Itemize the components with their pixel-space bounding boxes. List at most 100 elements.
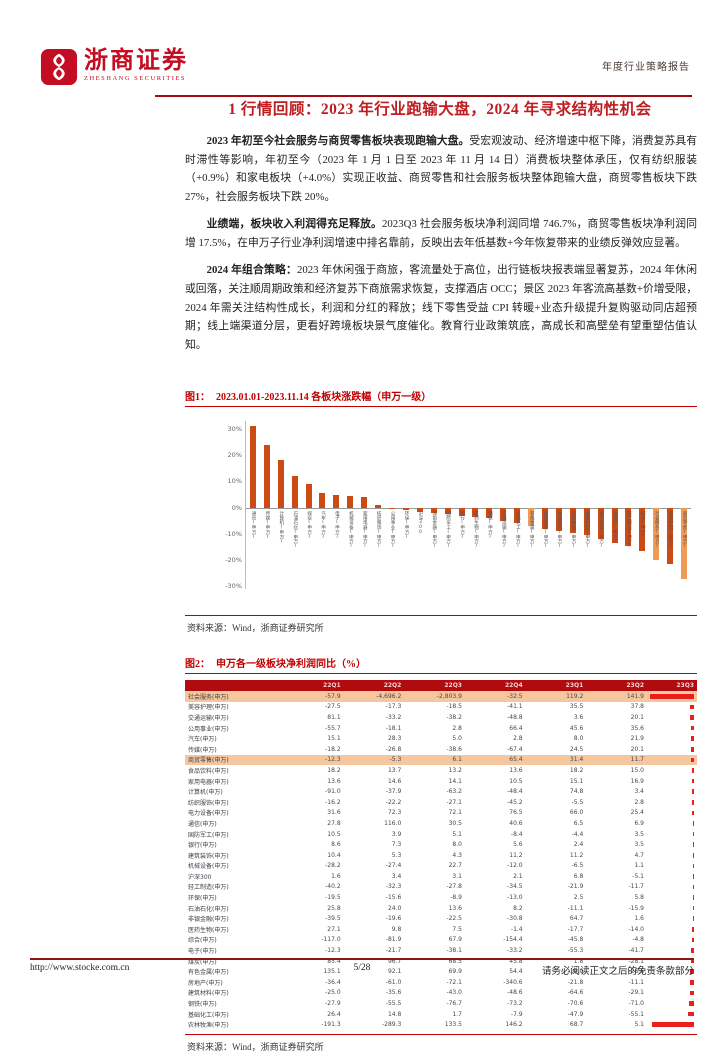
table-cell-value: -26.8 [385,745,402,753]
table-cell-value: -117.0 [321,936,341,944]
table-cell-value: 1.1 [634,862,644,870]
table-column-header: 22Q3 [404,680,465,691]
table-cell-value: -29.1 [628,989,644,997]
table-cell-value: 35.5 [569,703,584,711]
table-cell-value: 24.5 [569,745,584,753]
table-cell-value: -27.1 [446,798,462,806]
figure-1-caption: 图1： 2023.01.01-2023.11.14 各板块涨跌幅（申万一级） [185,388,697,407]
table-cell-value: 13.7 [387,766,402,774]
brand-logo: 浙商证券 ZHESHANG SECURITIES [40,48,188,86]
figure-1-chart: 30% 20% 10% 0% -10% -20% -30% 通信(申万) 传媒(申万) 计算机(申… [185,415,697,611]
table-cell-value: -81.9 [385,936,402,944]
table-cell-q3-bar [647,913,697,924]
table-cell-industry: 公用事业(申万) [188,725,229,733]
chart-bar-label: 国防军工(申万) [445,510,451,549]
q3-data-bar [692,799,694,805]
table-column-header: 22Q1 [283,680,344,691]
table-cell-q3-bar [647,956,697,967]
table-cell-value: 11.2 [509,851,523,859]
chart-bar [291,476,298,508]
chart-bar-label: 建筑材料(申万) [584,510,590,549]
chart-bar [625,507,632,546]
table-cell-industry: 商贸零售(申万) [185,754,283,766]
q3-data-bar [691,746,694,752]
table-row: 纺织服饰(申万) -16.2 -22.2 -27.1 -45.2 -5.5 2.8 [185,797,697,808]
table-cell-value: 66.0 [569,809,584,817]
page-number: 5/28 [353,963,371,973]
table-cell-q3-bar [647,892,697,903]
table-cell-industry: 汽车(申万) [188,736,217,744]
table-column-header: 22Q2 [343,680,405,691]
table-cell-value: 6.1 [404,754,465,766]
chart-bar [583,507,590,536]
table-cell-value: -15.6 [385,894,402,902]
chart-bar [444,507,451,515]
chart-bar [667,507,674,565]
y-axis-tick: -10% [225,529,242,538]
table-cell-value: -35.6 [385,989,402,997]
table-cell-value: -21.9 [567,883,584,891]
table-cell-value: 22.7 [448,862,462,870]
table-cell-value: -11.7 [628,883,644,891]
y-axis-tick: 0% [231,503,242,512]
table-cell-value: 37.8 [630,703,644,711]
q3-data-bar [693,863,694,869]
chart-bar-label: 电子(申万) [334,510,340,540]
chart-bar-label: 农林牧渔(申万) [570,510,576,549]
figure-1-source: 资料来源：Wind，浙商证券研究所 [187,623,324,633]
table-cell-value: -72.1 [446,978,462,986]
table-cell-value: -4.4 [571,830,584,838]
chart-bar [681,507,688,579]
table-cell-value: 96.7 [387,957,402,965]
table-cell-value: 5.1 [634,1021,644,1029]
table-cell-value: 28.3 [387,735,402,743]
table-cell-value: -41.1 [507,703,523,711]
table-cell-industry: 沪深300 [188,873,212,881]
report-page: 浙商证券 ZHESHANG SECURITIES 年度行业策略报告 1 行情回顾… [30,48,697,1052]
table-cell-value: -57.9 [283,691,344,702]
q3-data-bar [687,1011,694,1017]
table-cell-value: 31.6 [327,809,341,817]
chart-bar [514,507,521,524]
table-cell-value: -27.9 [325,1000,341,1008]
table-cell-industry: 医药生物(申万) [188,926,229,934]
table-row: 公用事业(申万) -55.7 -18.1 2.8 66.4 45.6 35.6 [185,723,697,734]
table-cell-value: 116.0 [384,819,402,827]
table-cell-q3-bar [647,839,697,850]
table-cell-value: -19.6 [385,915,402,923]
table-cell-value: 11.7 [586,754,647,766]
table-cell-value: -32.5 [464,691,526,702]
chart-bar-label: 家用电器(申万) [362,510,368,549]
table-cell-value: 13.6 [327,777,341,785]
table-cell-value: 15.1 [569,777,584,785]
table-cell-value: 92.1 [387,968,402,976]
figure-2-caption: 图2： 申万各一级板块净利润同比（%） [185,655,697,674]
net-profit-table: 22Q1 22Q2 22Q3 22Q4 23Q1 23Q2 23Q3 社会服务(申万) -57… [185,680,697,1030]
table-cell-industry: 轻工制造(申万) [188,884,229,892]
paragraph-3: 2024 年组合策略：2023 年休闲强于商旅，客流量处于高位，出行链板块报表端… [185,261,697,354]
table-cell-value: 5.0 [452,735,462,743]
table-cell-value: 14.6 [387,777,402,785]
table-cell-industry: 电子(申万) [188,948,217,956]
table-cell-value: -27.5 [325,703,341,711]
table-cell-value: 27.8 [327,819,341,827]
table-cell-value: -18.2 [325,745,341,753]
table-cell-value: -32.3 [385,883,402,891]
table-cell-value: -71.0 [628,1000,644,1008]
table-cell-q3-bar [647,702,697,713]
table-row: 传媒(申万) -18.2 -26.8 -38.6 -67.4 24.5 20.1 [185,744,697,755]
footer-url[interactable]: http://www.stocke.com.cn [30,963,130,973]
table-cell-value: 45.8 [509,957,523,965]
table-cell-q3-bar [647,776,697,787]
table-cell-value: -41.7 [628,947,644,955]
table-cell-value: -91.0 [325,788,341,796]
figure-2-title: 申万各一级板块净利润同比（%） [216,659,366,670]
chart-bar [402,507,409,511]
table-cell-value: 69.9 [448,968,462,976]
chart-bar-label: 传媒(申万) [264,510,270,540]
table-cell-value: -55.5 [385,1000,402,1008]
table-cell-q3-bar [647,733,697,744]
chart-bar [416,507,423,512]
table-cell-q3-bar [647,1009,697,1020]
table-cell-value: 15.1 [327,735,341,743]
